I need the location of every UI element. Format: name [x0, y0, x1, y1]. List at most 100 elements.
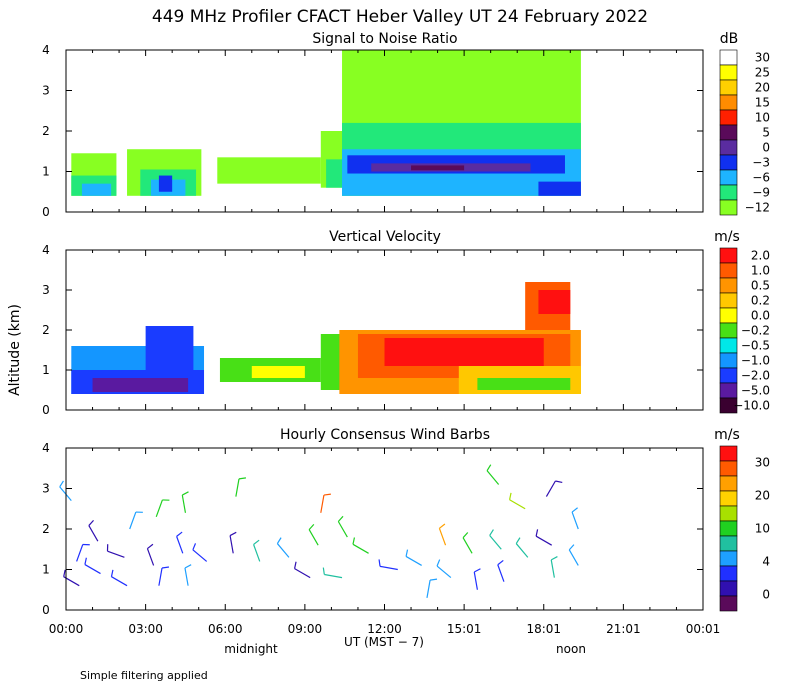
colorbar-swatch — [719, 535, 738, 552]
x-tick-label: 00:00 — [49, 622, 84, 636]
barb-flag — [182, 491, 189, 496]
barb-staff — [568, 549, 579, 566]
wind-barb — [184, 564, 192, 586]
x-tick-label: 21:01 — [606, 622, 641, 636]
wind-barb — [146, 543, 155, 566]
colorbar-swatch — [719, 124, 738, 141]
y-tick-label: 2 — [42, 522, 50, 536]
barb-flag — [176, 531, 183, 537]
colorbar-swatch — [719, 520, 738, 537]
colorbar-label: 25 — [755, 66, 770, 80]
barb-staff — [84, 564, 101, 575]
wind-barb — [155, 499, 170, 518]
x-tick-label: 00:01 — [686, 622, 721, 636]
colorbar-label: 0.5 — [751, 279, 770, 293]
colorbar-swatch — [719, 397, 738, 414]
colorbar-swatch — [719, 277, 738, 294]
barb-flag — [192, 543, 197, 551]
colorbar-swatch — [719, 460, 738, 477]
y-tick-label: 0 — [42, 403, 50, 417]
barb-staff — [192, 549, 208, 562]
x-tick-label: 09:00 — [288, 622, 323, 636]
barb-staff — [111, 576, 128, 587]
barb-staff — [155, 499, 163, 518]
barb-flag — [161, 566, 170, 569]
wind-barb — [106, 544, 125, 558]
barb-flag — [535, 529, 539, 537]
colorbar-swatch — [719, 139, 738, 156]
data-block — [538, 181, 581, 196]
x-tick-label: 12:00 — [367, 622, 402, 636]
y-tick-label: 3 — [42, 283, 50, 297]
colorbar-label: −0.5 — [741, 339, 770, 353]
barb-staff — [76, 544, 84, 562]
colorbar-swatch — [719, 49, 738, 66]
barb-flag — [439, 523, 446, 529]
wind-barb — [497, 559, 505, 582]
wind-barb — [308, 524, 319, 546]
data-block — [384, 338, 544, 366]
colorbar-swatch — [719, 475, 738, 492]
barb-flag — [229, 531, 237, 537]
y-tick-label: 0 — [42, 205, 50, 219]
wind-barb — [568, 544, 579, 566]
data-block — [251, 366, 305, 378]
wind-barb — [515, 537, 529, 558]
panel3-units: m/s — [714, 427, 740, 443]
wind-barb — [320, 493, 331, 513]
barb-staff — [550, 559, 555, 578]
wind-barb — [550, 556, 558, 578]
wind-barb — [192, 543, 208, 562]
colorbar-label: −1.0 — [741, 354, 770, 368]
colorbar-swatch — [719, 382, 738, 399]
barb-staff — [545, 480, 556, 497]
barb-staff — [515, 543, 529, 558]
colorbar-label: −3 — [752, 156, 770, 170]
barb-flag — [515, 537, 521, 544]
wind-barb — [486, 464, 500, 485]
barb-flag — [322, 567, 325, 575]
colorbar-label: −0.2 — [741, 324, 770, 338]
y-tick-label: 2 — [42, 323, 50, 337]
barb-flag — [63, 569, 66, 577]
wind-barb — [110, 569, 128, 587]
x-tick-label: 18:01 — [526, 622, 561, 636]
barb-flag — [489, 529, 494, 536]
y-axis-label: Altitude (km) — [7, 304, 23, 396]
footnote: Simple filtering applied — [80, 669, 208, 682]
colorbar-label: 30 — [755, 456, 770, 470]
wind-barb — [129, 511, 143, 530]
barb-staff — [405, 555, 422, 566]
barb-staff — [158, 567, 163, 586]
wind-barb — [337, 515, 348, 538]
colorbar-label: 5 — [762, 126, 770, 140]
barb-staff — [473, 571, 478, 590]
colorbar-label: 15 — [755, 96, 770, 110]
data-block — [158, 175, 173, 192]
y-tick-label: 1 — [42, 165, 50, 179]
y-tick-label: 1 — [42, 363, 50, 377]
wind-barb — [76, 543, 90, 562]
colorbar-label: −6 — [752, 171, 770, 185]
data-block — [477, 378, 571, 390]
barb-flag — [294, 561, 297, 569]
panel2-title: Vertical Velocity — [329, 229, 441, 245]
colorbar-label: 10 — [755, 522, 770, 536]
barb-staff — [462, 537, 473, 554]
colorbar-swatch — [719, 169, 738, 186]
colorbar-swatch — [719, 352, 738, 369]
colorbar-swatch — [719, 154, 738, 171]
colorbar-label: 1.0 — [751, 264, 770, 278]
y-tick-label: 4 — [42, 43, 50, 57]
barb-flag — [497, 559, 504, 566]
barb-flag — [59, 480, 64, 488]
barb-flag — [184, 564, 192, 569]
data-block — [81, 183, 112, 196]
wind-barb — [489, 529, 502, 550]
wind-barb — [253, 539, 261, 562]
noon-label: noon — [556, 642, 586, 656]
y-tick-label: 4 — [42, 243, 50, 257]
wind-barb — [545, 480, 563, 497]
barb-staff — [489, 535, 502, 550]
colorbar-swatch — [719, 337, 738, 354]
